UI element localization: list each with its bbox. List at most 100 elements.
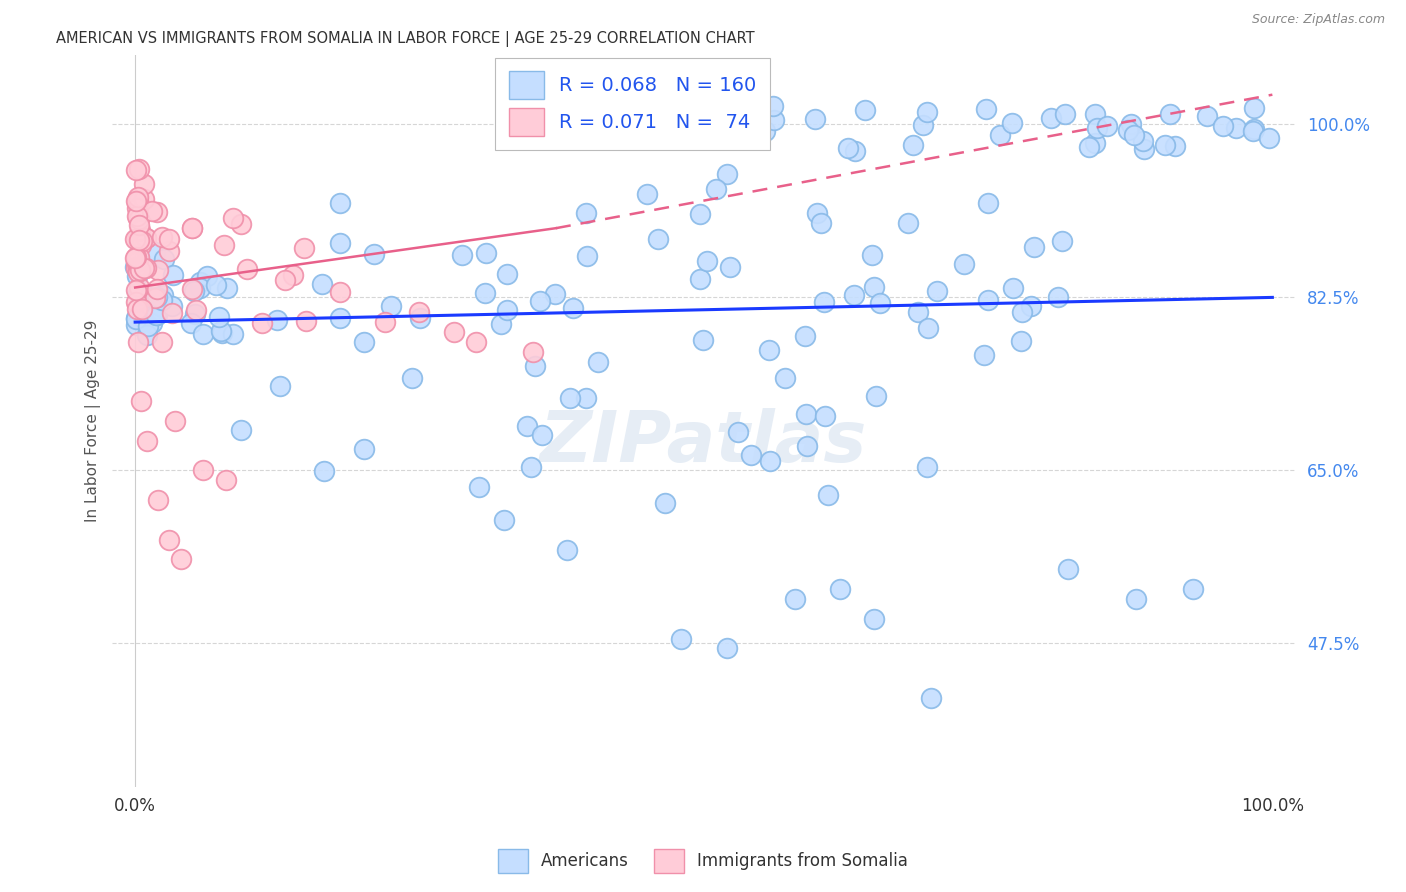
Point <box>222 327 245 342</box>
Point <box>575 392 598 406</box>
Point <box>474 286 496 301</box>
Point <box>976 293 998 308</box>
Point <box>125 261 148 276</box>
Point <box>145 308 167 322</box>
Point <box>208 310 231 324</box>
Point <box>363 247 385 261</box>
Point <box>157 244 180 258</box>
Point <box>475 246 498 260</box>
Point <box>215 473 238 487</box>
Point <box>575 206 598 220</box>
Point <box>558 392 581 406</box>
Point <box>266 313 288 327</box>
Point <box>696 254 718 268</box>
Point <box>903 138 925 153</box>
Point <box>830 582 852 596</box>
Point <box>292 241 315 255</box>
Point <box>132 314 155 328</box>
Point <box>762 99 785 113</box>
Point <box>281 268 304 282</box>
Point <box>274 273 297 287</box>
Point <box>773 370 796 384</box>
Point <box>145 282 167 296</box>
Point <box>704 182 727 196</box>
Point <box>141 204 163 219</box>
Point <box>209 324 232 338</box>
Point <box>1084 107 1107 121</box>
Point <box>125 310 148 325</box>
Point <box>127 210 149 224</box>
Point <box>844 145 866 159</box>
Point <box>295 314 318 328</box>
Point <box>217 281 239 295</box>
Point <box>1047 290 1070 304</box>
Point <box>314 464 336 478</box>
Point <box>138 292 160 306</box>
Point <box>125 311 148 326</box>
Point <box>917 321 939 335</box>
Point <box>810 216 832 230</box>
Point <box>128 161 150 176</box>
Point <box>804 112 827 126</box>
Point <box>125 250 148 264</box>
Point <box>450 247 472 261</box>
Point <box>973 348 995 362</box>
Point <box>586 354 609 368</box>
Point <box>524 359 547 373</box>
Point <box>135 231 157 245</box>
Point <box>132 261 155 276</box>
Point <box>184 307 207 321</box>
Point <box>853 103 876 117</box>
Point <box>152 293 174 307</box>
Point <box>1024 239 1046 253</box>
Point <box>814 409 837 424</box>
Point <box>125 232 148 246</box>
Point <box>125 268 148 283</box>
Point <box>1056 562 1078 576</box>
Point <box>162 268 184 282</box>
Point <box>1258 131 1281 145</box>
Point <box>135 434 157 448</box>
Point <box>915 460 938 475</box>
Point <box>125 193 148 207</box>
Point <box>129 394 152 409</box>
Point <box>408 305 430 319</box>
Point <box>1132 134 1154 148</box>
Point <box>492 513 515 527</box>
Point <box>229 423 252 437</box>
Point <box>408 310 430 325</box>
Point <box>863 279 886 293</box>
Point <box>796 440 818 454</box>
Point <box>1212 119 1234 133</box>
Point <box>124 260 146 274</box>
Point <box>754 124 776 138</box>
Point <box>128 263 150 277</box>
Point <box>860 248 883 262</box>
Point <box>128 280 150 294</box>
Point <box>131 301 153 316</box>
Point <box>205 277 228 292</box>
Point <box>311 277 333 291</box>
Point <box>689 207 711 221</box>
Point <box>952 257 974 271</box>
Point <box>127 211 149 225</box>
Point <box>124 255 146 269</box>
Point <box>129 238 152 252</box>
Point <box>135 327 157 342</box>
Point <box>125 163 148 178</box>
Point <box>489 317 512 331</box>
Point <box>153 252 176 266</box>
Text: AMERICAN VS IMMIGRANTS FROM SOMALIA IN LABOR FORCE | AGE 25-29 CORRELATION CHART: AMERICAN VS IMMIGRANTS FROM SOMALIA IN L… <box>56 31 755 47</box>
Point <box>920 690 942 705</box>
Point <box>1085 120 1108 135</box>
Point <box>135 231 157 245</box>
Point <box>127 190 149 204</box>
Point <box>149 293 172 307</box>
Point <box>669 632 692 646</box>
Point <box>897 216 920 230</box>
Point <box>127 260 149 274</box>
Point <box>152 287 174 301</box>
Point <box>465 334 488 349</box>
Point <box>129 223 152 237</box>
Point <box>689 272 711 286</box>
